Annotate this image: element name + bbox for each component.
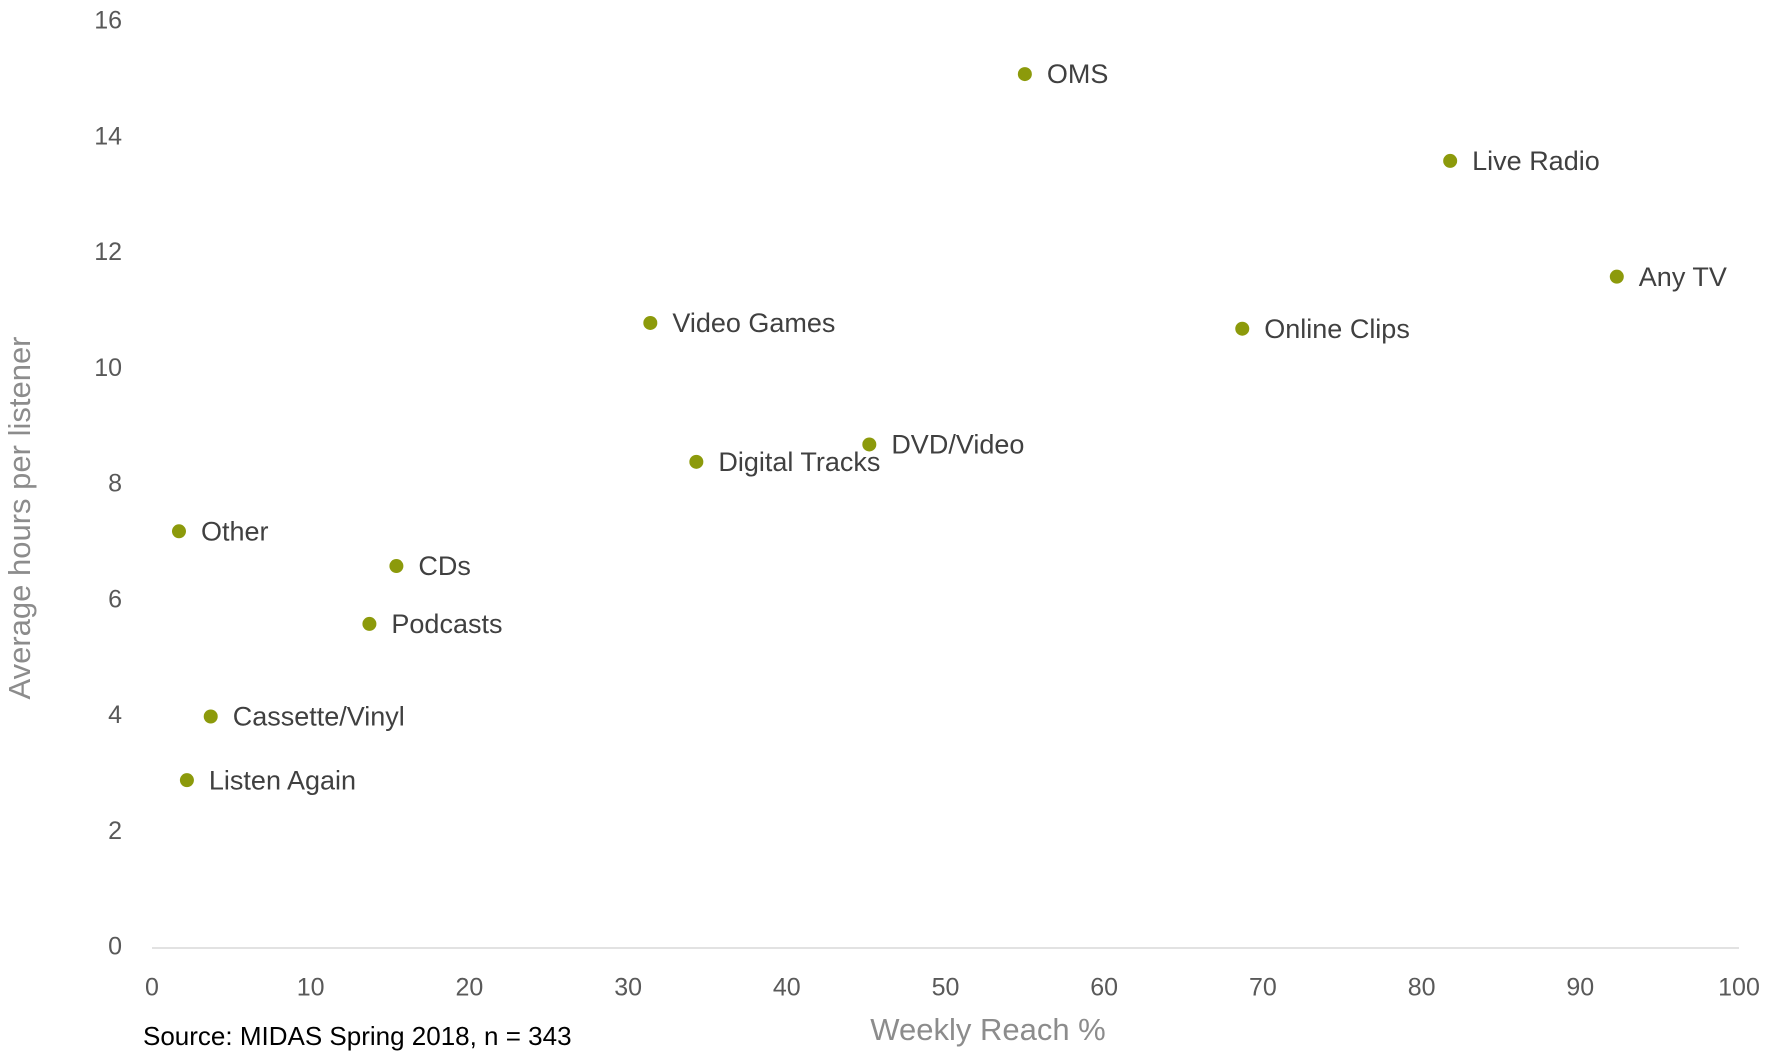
point-label: OMS bbox=[1047, 59, 1109, 89]
x-tick-label: 0 bbox=[145, 974, 159, 1002]
x-tick-label: 50 bbox=[932, 974, 960, 1002]
point bbox=[171, 524, 186, 539]
x-tick-label: 100 bbox=[1718, 974, 1760, 1002]
y-tick-label: 16 bbox=[94, 7, 122, 35]
source-note: Source: MIDAS Spring 2018, n = 343 bbox=[143, 1021, 572, 1051]
point bbox=[689, 454, 704, 469]
point bbox=[862, 437, 877, 452]
point-label: Video Games bbox=[672, 308, 835, 338]
point-label: Live Radio bbox=[1472, 146, 1600, 176]
x-tick-label: 10 bbox=[297, 974, 325, 1002]
y-tick-label: 14 bbox=[94, 122, 122, 150]
point-label: Online Clips bbox=[1264, 314, 1410, 344]
x-tick-label: 40 bbox=[773, 974, 801, 1002]
x-axis-title: Weekly Reach % bbox=[870, 1012, 1105, 1047]
point-label: Any TV bbox=[1639, 262, 1727, 292]
y-tick-label: 10 bbox=[94, 354, 122, 382]
x-tick-label: 20 bbox=[455, 974, 483, 1002]
point-label: Cassette/Vinyl bbox=[233, 702, 405, 732]
point bbox=[1443, 153, 1458, 168]
point bbox=[203, 709, 218, 724]
point bbox=[643, 315, 658, 330]
y-axis-title: Average hours per listener bbox=[2, 336, 37, 699]
y-tick-label: 2 bbox=[108, 817, 122, 845]
x-tick-label: 60 bbox=[1090, 974, 1118, 1002]
y-tick-label: 0 bbox=[108, 933, 122, 961]
point bbox=[1017, 67, 1032, 82]
x-tick-label: 80 bbox=[1408, 974, 1436, 1002]
point-label: Other bbox=[201, 516, 269, 546]
point-label: Digital Tracks bbox=[718, 447, 880, 477]
point bbox=[179, 773, 194, 788]
point bbox=[1609, 269, 1624, 284]
y-tick-label: 4 bbox=[108, 701, 122, 729]
point bbox=[362, 616, 377, 631]
point-label: Podcasts bbox=[391, 609, 502, 639]
x-tick-label: 90 bbox=[1566, 974, 1594, 1002]
x-tick-label: 70 bbox=[1249, 974, 1277, 1002]
point-label: DVD/Video bbox=[891, 430, 1024, 460]
y-tick-label: 12 bbox=[94, 238, 122, 266]
point bbox=[1235, 321, 1250, 336]
point-label: CDs bbox=[418, 551, 471, 581]
y-tick-label: 6 bbox=[108, 585, 122, 613]
y-tick-label: 8 bbox=[108, 470, 122, 498]
x-tick-label: 30 bbox=[614, 974, 642, 1002]
point-label: Listen Again bbox=[209, 765, 356, 795]
point bbox=[389, 559, 404, 574]
